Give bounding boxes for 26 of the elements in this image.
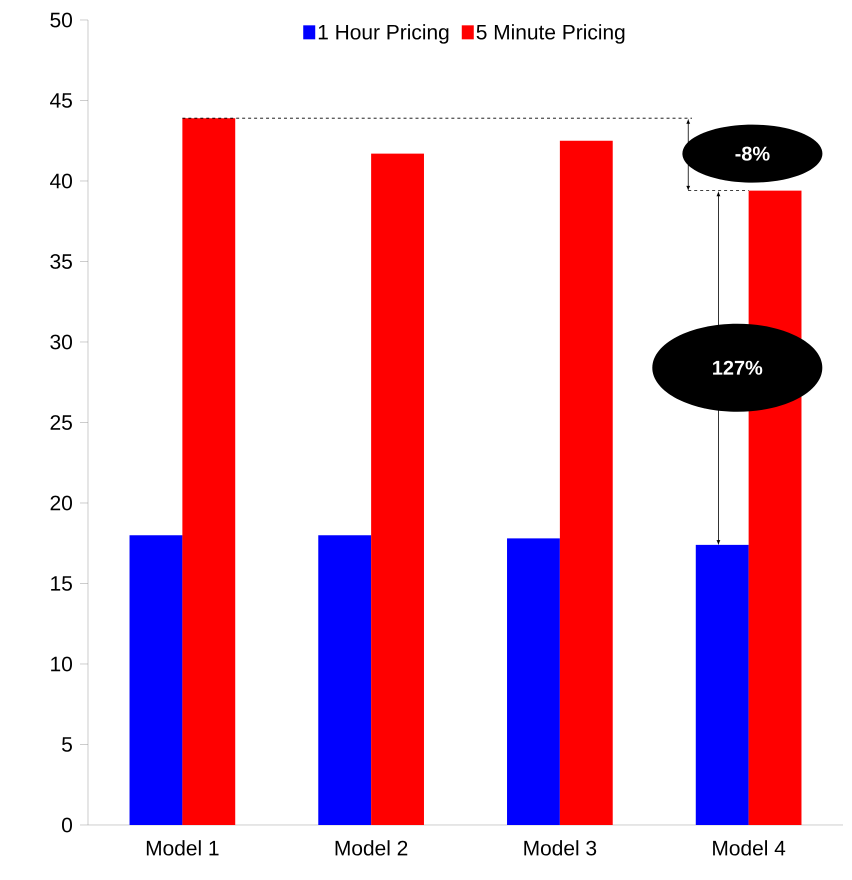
bar bbox=[560, 140, 613, 825]
y-tick-label: 40 bbox=[50, 174, 72, 188]
legend-label: 1 Hour Pricing bbox=[318, 24, 448, 44]
legend-label: 5 Minute Pricing bbox=[476, 24, 624, 44]
y-tick-label: 20 bbox=[50, 496, 72, 510]
bar bbox=[371, 154, 424, 825]
bar bbox=[130, 535, 182, 825]
bar bbox=[507, 538, 560, 825]
annotation: -8% bbox=[735, 146, 770, 161]
y-tick-label: 30 bbox=[50, 334, 72, 350]
x-tick-label: Model 4 bbox=[713, 840, 786, 856]
y-tick-label: 35 bbox=[50, 254, 72, 269]
annotation: 127% bbox=[713, 360, 762, 375]
x-tick-label: Model 1 bbox=[146, 840, 219, 856]
y-tick-label: 0 bbox=[62, 818, 72, 832]
y-tick-label: 15 bbox=[51, 576, 72, 591]
bar bbox=[318, 535, 372, 825]
y-tick-label: 50 bbox=[50, 12, 72, 28]
x-tick-label: Model 2 bbox=[336, 840, 408, 856]
y-tick-label: 5 bbox=[62, 737, 72, 752]
y-tick-label: 25 bbox=[50, 415, 72, 430]
bar bbox=[696, 544, 749, 825]
x-tick-label: Model 3 bbox=[524, 840, 596, 856]
y-tick-label: 10 bbox=[51, 656, 72, 672]
y-tick-label: 45 bbox=[50, 93, 72, 108]
bar bbox=[182, 118, 236, 825]
